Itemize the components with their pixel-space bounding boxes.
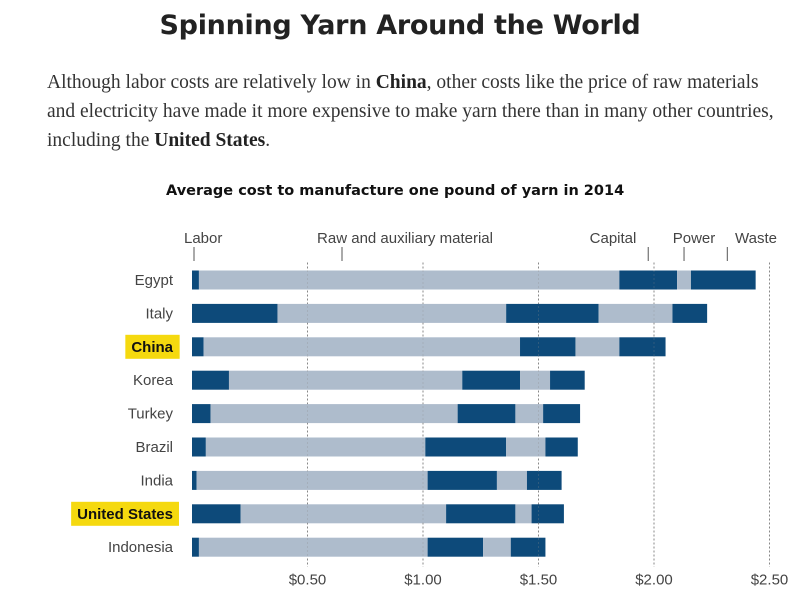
axis-layer: $0.50 $1.00 $1.50 $2.00 $2.50 xyxy=(289,572,789,589)
bar-china-power xyxy=(575,337,620,357)
legend-waste: Waste xyxy=(735,230,777,247)
bar-brazil-raw-and-auxiliary-material xyxy=(205,437,426,457)
category-label-egypt: Egypt xyxy=(135,272,174,289)
bar-korea-waste xyxy=(550,370,585,390)
bar-turkey-capital xyxy=(457,404,516,424)
dek-united-states: United States xyxy=(154,130,266,151)
bar-china-raw-and-auxiliary-material xyxy=(203,337,521,357)
bar-layer xyxy=(192,270,756,557)
dek-paragraph: Although labor costs are relatively low … xyxy=(47,68,777,155)
bar-italy-power xyxy=(598,303,673,323)
category-label-china: China xyxy=(131,339,173,356)
legend-capital: Capital xyxy=(590,230,637,247)
chart-title: Average cost to manufacture one pound of… xyxy=(166,183,625,199)
x-tick-label: $0.50 xyxy=(289,572,327,589)
category-label-united-states: United States xyxy=(77,506,173,523)
bar-egypt-labor xyxy=(192,270,199,290)
legend-layer: Labor Raw and auxiliary material Capital Po… xyxy=(184,230,777,261)
dek-text-3: . xyxy=(265,130,271,151)
bar-egypt-waste xyxy=(690,270,756,290)
dek-text-2: , other costs like the price of raw mate… xyxy=(47,72,774,151)
bar-brazil-power xyxy=(506,437,546,457)
bar-india-waste xyxy=(526,470,562,490)
bar-india-capital xyxy=(427,470,497,490)
bar-egypt-capital xyxy=(619,270,678,290)
bar-turkey-labor xyxy=(192,404,211,424)
x-tick-label: $2.00 xyxy=(635,572,673,589)
highlight-layer xyxy=(71,334,180,526)
category-label-korea: Korea xyxy=(133,372,174,389)
category-label-indonesia: Indonesia xyxy=(108,539,174,556)
bar-india-power xyxy=(496,470,527,490)
bar-united-states-raw-and-auxiliary-material xyxy=(240,504,447,524)
bar-italy-raw-and-auxiliary-material xyxy=(277,303,507,323)
category-label-turkey: Turkey xyxy=(128,406,174,423)
bar-united-states-waste xyxy=(531,504,564,524)
headline: Spinning Yarn Around the World xyxy=(159,10,641,41)
bar-china-waste xyxy=(619,337,666,357)
x-tick-label: $1.00 xyxy=(404,572,442,589)
overlay-grid-layer xyxy=(307,262,770,567)
category-label-india: India xyxy=(140,472,173,489)
bar-indonesia-raw-and-auxiliary-material xyxy=(198,537,428,557)
bar-korea-raw-and-auxiliary-material xyxy=(228,370,463,390)
bar-korea-labor xyxy=(192,370,229,390)
bar-united-states-power xyxy=(515,504,532,524)
dek-china: China xyxy=(375,72,427,93)
highlight-box xyxy=(125,334,180,359)
bar-india-labor xyxy=(192,470,197,490)
bar-korea-power xyxy=(520,370,551,390)
bar-china-labor xyxy=(192,337,204,357)
bar-italy-labor xyxy=(192,303,278,323)
bar-united-states-capital xyxy=(446,504,516,524)
bar-turkey-power xyxy=(515,404,544,424)
bar-indonesia-waste xyxy=(510,537,546,557)
category-label-italy: Italy xyxy=(145,305,173,322)
bar-turkey-waste xyxy=(543,404,581,424)
category-label-brazil: Brazil xyxy=(135,439,173,456)
bar-brazil-labor xyxy=(192,437,206,457)
bar-brazil-waste xyxy=(545,437,578,457)
bar-united-states-labor xyxy=(192,504,241,524)
label-layer: Egypt Italy China Korea Turkey Brazil India Uni… xyxy=(77,272,174,556)
dek-text-1: Although labor costs are relatively low … xyxy=(47,72,376,93)
bar-egypt-power xyxy=(677,270,691,290)
bar-indonesia-labor xyxy=(192,537,199,557)
legend-raw-and-auxiliary-material: Raw and auxiliary material xyxy=(317,230,493,247)
x-tick-label: $2.50 xyxy=(751,572,789,589)
legend-power: Power xyxy=(673,230,716,247)
legend-labor: Labor xyxy=(184,230,222,247)
bar-turkey-raw-and-auxiliary-material xyxy=(210,404,458,424)
bar-italy-waste xyxy=(672,303,708,323)
bar-brazil-capital xyxy=(425,437,507,457)
bar-indonesia-power xyxy=(483,537,511,557)
bar-india-raw-and-auxiliary-material xyxy=(196,470,428,490)
bar-indonesia-capital xyxy=(427,537,484,557)
bar-korea-capital xyxy=(462,370,521,390)
bar-china-capital xyxy=(520,337,576,357)
x-tick-label: $1.50 xyxy=(520,572,558,589)
bar-italy-capital xyxy=(506,303,599,323)
highlight-box xyxy=(71,501,179,526)
bar-egypt-raw-and-auxiliary-material xyxy=(198,270,620,290)
